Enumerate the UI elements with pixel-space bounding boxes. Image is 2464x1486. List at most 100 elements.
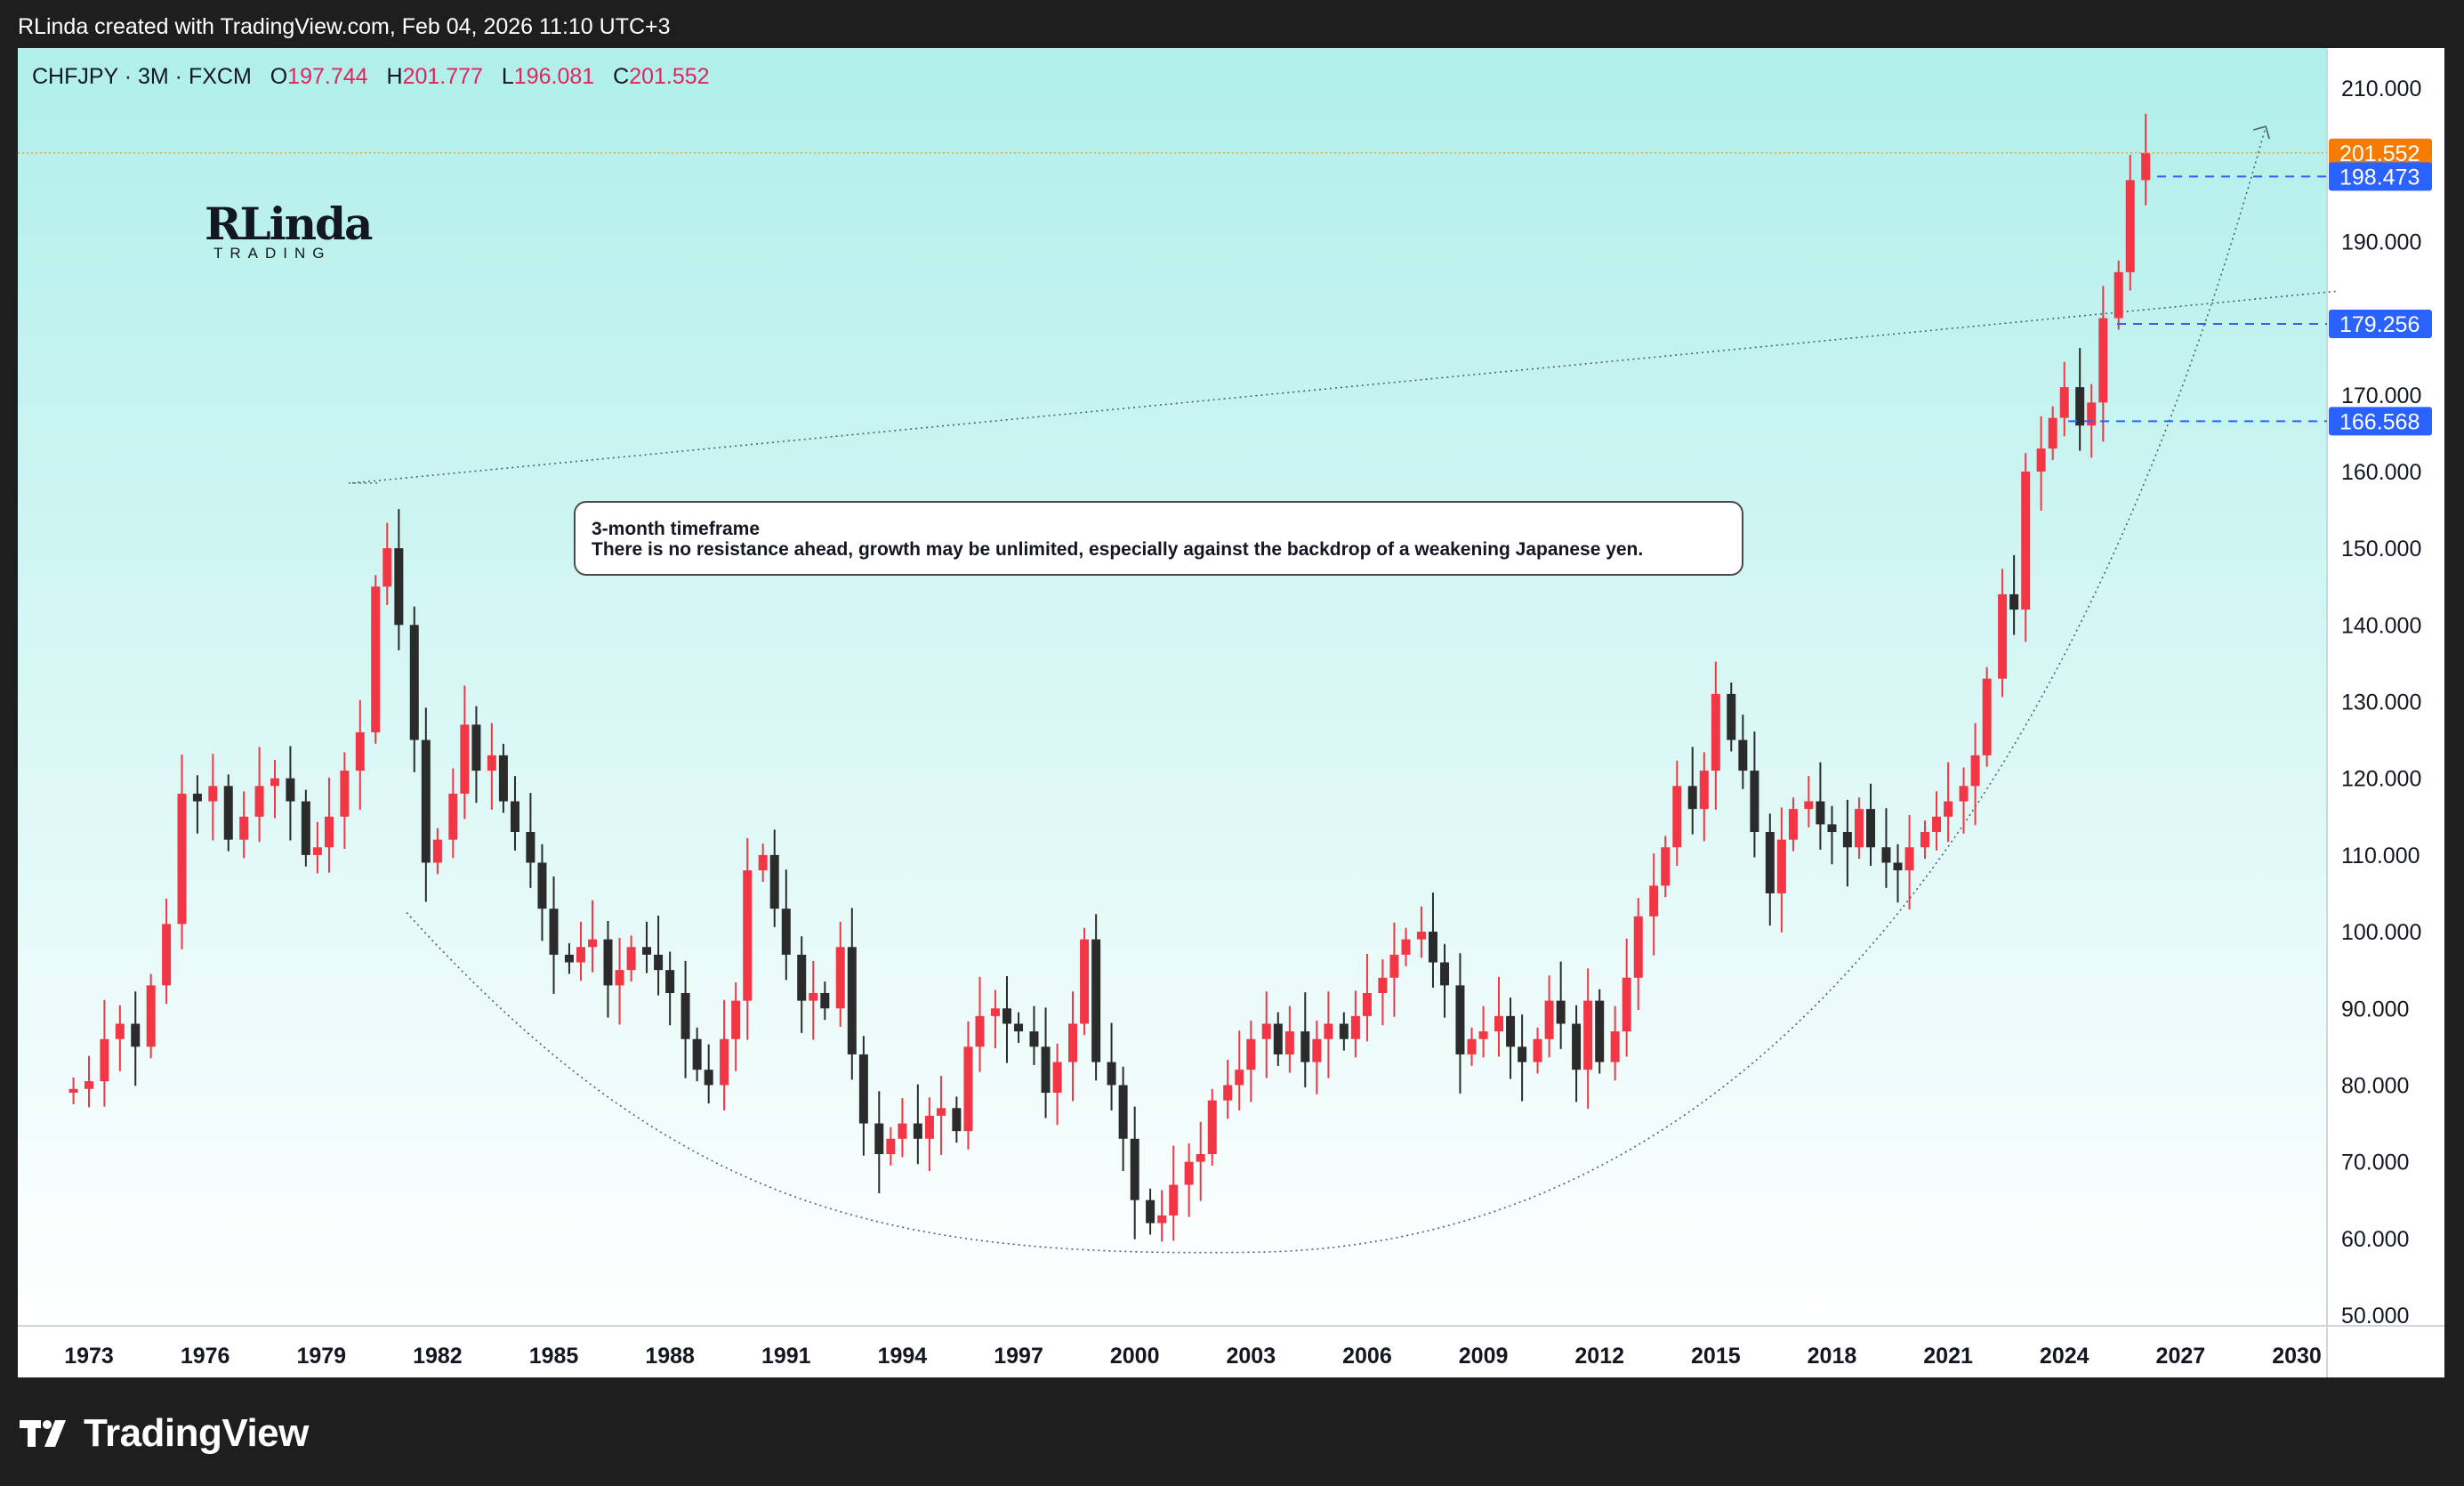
price-axis-background bbox=[2327, 48, 2444, 1326]
price-tick-label: 150.000 bbox=[2341, 537, 2421, 561]
candle-body bbox=[1455, 985, 1465, 1054]
candle-body bbox=[2098, 318, 2108, 403]
candle-body bbox=[1339, 1023, 1349, 1039]
candle-body bbox=[720, 1038, 729, 1086]
candle-body bbox=[963, 1046, 973, 1132]
candle-body bbox=[537, 862, 547, 909]
candle-body bbox=[731, 1000, 741, 1039]
tradingview-wordmark: TradingView bbox=[84, 1411, 309, 1455]
candle-body bbox=[526, 832, 535, 863]
candle-body bbox=[654, 954, 664, 971]
candle-body bbox=[192, 793, 202, 802]
candle-body bbox=[254, 786, 264, 817]
candle-body bbox=[1932, 816, 1942, 833]
price-tick-label: 140.000 bbox=[2341, 613, 2421, 638]
time-tick-label: 1976 bbox=[181, 1344, 230, 1369]
candle-body bbox=[1312, 1038, 1322, 1062]
time-tick-label: 2006 bbox=[1342, 1344, 1392, 1369]
candle-body bbox=[1416, 932, 1426, 940]
candle-body bbox=[1583, 1000, 1593, 1070]
candle-body bbox=[131, 1023, 141, 1047]
time-tick-label: 1979 bbox=[296, 1344, 346, 1369]
candle-body bbox=[975, 1015, 985, 1047]
time-tick-label: 2009 bbox=[1459, 1344, 1509, 1369]
price-axis[interactable]: 210.000 190.000 170.000 160.000 150.000 140.0… bbox=[2341, 77, 2421, 1329]
candle-body bbox=[1440, 962, 1450, 986]
time-tick-label: 2024 bbox=[2040, 1344, 2090, 1369]
candle-body bbox=[421, 739, 431, 863]
candle-body bbox=[936, 1108, 946, 1116]
price-tick-label: 160.000 bbox=[2341, 460, 2421, 485]
symbol-legend[interactable]: CHFJPY · 3M · FXCM O197.744 H201.777 L19… bbox=[32, 64, 710, 90]
candle-body bbox=[1130, 1138, 1139, 1200]
candle-body bbox=[340, 771, 350, 817]
author-watermark: RLinda TRADING bbox=[205, 198, 373, 262]
candles bbox=[68, 113, 2151, 1242]
candle-body bbox=[68, 1088, 78, 1094]
resistance-trendline bbox=[352, 290, 2336, 484]
time-tick-label: 1985 bbox=[529, 1344, 579, 1369]
time-axis[interactable]: 1973 1976 1979 1982 1985 1988 1991 1994 1997 2000… bbox=[64, 1344, 2322, 1369]
price-tick-label: 210.000 bbox=[2341, 77, 2421, 101]
time-tick-label: 2012 bbox=[1574, 1344, 1624, 1369]
candle-body bbox=[2114, 271, 2123, 319]
tradingview-logo-icon bbox=[20, 1420, 66, 1447]
time-tick-label: 2030 bbox=[2272, 1344, 2322, 1369]
candle-body bbox=[809, 993, 818, 1001]
level-tag-bg bbox=[2329, 162, 2432, 191]
candle-body bbox=[301, 801, 310, 855]
candle-body bbox=[1146, 1199, 1156, 1224]
candle-body bbox=[270, 778, 280, 787]
candle-body bbox=[2087, 402, 2097, 426]
candle-body bbox=[510, 801, 519, 833]
candle-body bbox=[1533, 1038, 1542, 1062]
candle-body bbox=[2021, 471, 2031, 610]
current-price-tag-label: 201.552 bbox=[2339, 141, 2420, 166]
candle-body bbox=[1029, 1031, 1039, 1047]
price-chart[interactable]: 210.000 190.000 170.000 160.000 150.000 140.0… bbox=[18, 48, 2444, 1377]
candle-body bbox=[1261, 1023, 1271, 1039]
candle-body bbox=[1920, 832, 1929, 848]
candle-body bbox=[1324, 1023, 1333, 1039]
candle-body bbox=[626, 947, 636, 971]
candle-body bbox=[692, 1038, 702, 1070]
candle-body bbox=[498, 755, 508, 802]
tradingview-brand[interactable]: TradingView bbox=[20, 1411, 309, 1456]
candle-body bbox=[1207, 1100, 1217, 1155]
level-tag-label: 198.473 bbox=[2339, 165, 2420, 190]
candle-body bbox=[1467, 1038, 1477, 1054]
current-price-tag-bg bbox=[2329, 138, 2432, 167]
time-tick-label: 2015 bbox=[1691, 1344, 1741, 1369]
candle-body bbox=[1672, 786, 1682, 848]
level-tag-label: 166.568 bbox=[2339, 409, 2420, 434]
time-tick-label: 1994 bbox=[878, 1344, 928, 1369]
price-tick-label: 60.000 bbox=[2341, 1227, 2409, 1252]
price-tick-label: 100.000 bbox=[2341, 920, 2421, 945]
candle-body bbox=[239, 816, 249, 840]
symbol-name[interactable]: CHFJPY · 3M · FXCM bbox=[32, 64, 252, 89]
candle-body bbox=[1052, 1062, 1062, 1094]
candle-body bbox=[642, 947, 652, 955]
candle-body bbox=[704, 1070, 713, 1086]
chart-frame[interactable]: 210.000 190.000 170.000 160.000 150.000 140.0… bbox=[18, 48, 2444, 1377]
candle-body bbox=[1727, 693, 1736, 740]
high-value: 201.777 bbox=[402, 64, 483, 89]
candle-body bbox=[394, 548, 404, 626]
candle-body bbox=[1804, 801, 1814, 810]
candle-body bbox=[1572, 1023, 1582, 1070]
candle-body bbox=[1904, 847, 1914, 871]
candle-body bbox=[898, 1123, 907, 1139]
candle-body bbox=[460, 724, 470, 794]
annotation-callout[interactable]: 3-month timeframe There is no resistance… bbox=[574, 501, 1743, 576]
time-tick-label: 2003 bbox=[1227, 1344, 1276, 1369]
price-tick-label: 170.000 bbox=[2341, 384, 2421, 408]
candle-body bbox=[1428, 932, 1437, 963]
level-tag-label: 179.256 bbox=[2339, 312, 2420, 337]
candle-body bbox=[835, 947, 845, 1009]
low-value: 196.081 bbox=[513, 64, 595, 89]
plot-background bbox=[18, 48, 2327, 1326]
annotation-body: There is no resistance ahead, growth may… bbox=[592, 539, 1644, 560]
candle-body bbox=[1595, 1000, 1605, 1062]
candle-body bbox=[952, 1108, 962, 1132]
candle-body bbox=[680, 993, 690, 1039]
